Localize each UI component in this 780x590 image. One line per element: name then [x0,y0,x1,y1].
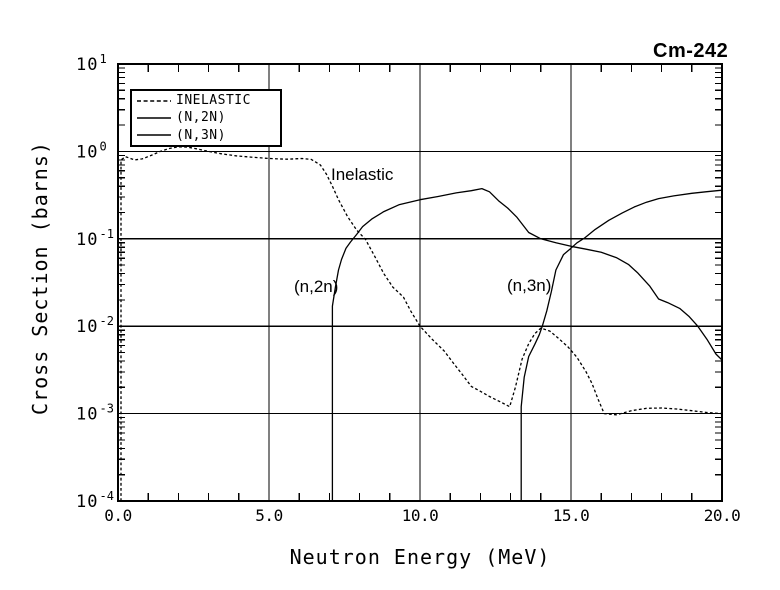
solid-line-sample-icon [137,134,171,137]
chart-title: Cm-242 [653,40,729,62]
y-tick-label-1e1: 101 [76,52,107,75]
y-tick-label-1e-1: 10-1 [76,227,114,250]
series-curve-inelastic [120,146,723,501]
legend-label: (N,3N) [176,127,226,143]
solid-line-sample-icon [137,117,171,119]
curve-label-inelastic: Inelastic [331,165,394,184]
x-tick-label-20.0: 20.0 [704,506,741,525]
legend-item-n3n: (N,3N) [135,127,280,143]
plot-frame [117,63,723,502]
legend-item-inelastic: INELASTIC [135,93,280,109]
dashed-line-sample-icon [137,99,171,102]
x-tick-label-0.0: 0.0 [104,506,131,525]
y-tick-label-1e-2: 10-2 [76,314,114,337]
x-axis-title: Neutron Energy (MeV) [289,545,551,569]
x-tick-label-10.0: 10.0 [402,506,439,525]
y-axis-title: Cross Section (barns) [28,141,52,415]
series-curve-n2n [331,187,723,501]
legend-box: INELASTIC (N,2N) (N,3N) [130,89,282,147]
y-tick-label-1e-3: 10-3 [76,402,114,425]
series-curve-n3n [520,189,723,501]
x-tick-label-15.0: 15.0 [553,506,590,525]
y-tick-label-1e0: 100 [76,139,107,162]
legend-item-n2n: (N,2N) [135,110,280,126]
legend-label: (N,2N) [176,110,226,126]
x-tick-label-5.0: 5.0 [255,506,282,525]
legend-label: INELASTIC [176,93,251,109]
curve-label-n3n: (n,3n) [507,276,552,295]
curve-label-n2n: (n,2n) [294,277,339,296]
